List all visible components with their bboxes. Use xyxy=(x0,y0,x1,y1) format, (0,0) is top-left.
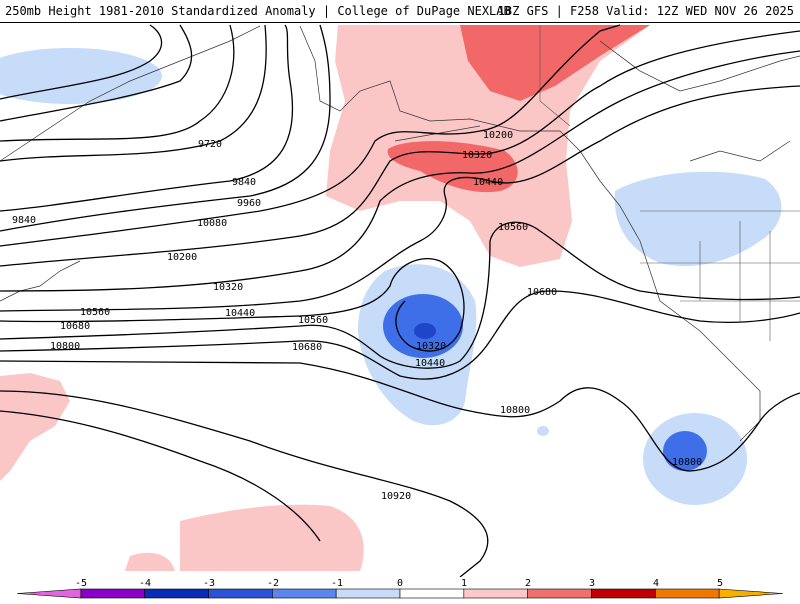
contour-label: 10200 xyxy=(167,252,197,263)
header: 250mb Height 1981-2010 Standardized Anom… xyxy=(0,0,800,22)
colorbar-tick: 2 xyxy=(525,578,531,589)
map-title: 250mb Height 1981-2010 Standardized Anom… xyxy=(5,4,511,18)
colorbar-svg: -5 -4 -3 -2 -1 0 1 2 3 4 5 xyxy=(16,578,784,599)
colorbar-segment xyxy=(463,588,528,599)
colorbar-segment xyxy=(80,588,145,599)
contour-label: 10440 xyxy=(473,177,503,188)
contour-label: 10560 xyxy=(80,307,110,318)
contour-label: 10800 xyxy=(500,405,530,416)
contour-label: 10800 xyxy=(50,341,80,352)
contour-label: 10560 xyxy=(298,315,328,326)
colorbar-segment xyxy=(718,588,784,599)
colorbar-tick: 0 xyxy=(397,578,403,589)
contour-label: 10680 xyxy=(292,342,322,353)
negative-anomaly-northwest xyxy=(0,48,162,104)
contour-label: 10680 xyxy=(527,287,557,298)
colorbar-tick: -5 xyxy=(75,578,87,589)
negative-anomaly-southeast-core xyxy=(663,431,707,471)
contour-label: 10320 xyxy=(213,282,243,293)
map-panel: 9720 9840 9960 10080 10200 9840 10320 10… xyxy=(0,22,800,577)
colorbar-segment xyxy=(272,588,337,599)
colorbar-tick: 1 xyxy=(461,578,467,589)
colorbar-segment xyxy=(144,588,209,599)
contour-label: 10800 xyxy=(672,457,702,468)
contour-label: 10680 xyxy=(60,321,90,332)
positive-anomaly-gulf-alaska xyxy=(326,25,650,267)
coastlines xyxy=(0,25,800,442)
contour-label: 9960 xyxy=(237,198,261,209)
colorbar-segment xyxy=(335,588,401,599)
positive-anomaly-southwest xyxy=(0,373,70,481)
colorbar-tick: -2 xyxy=(267,578,279,589)
contour-label: 10440 xyxy=(225,308,255,319)
contour-label: 10920 xyxy=(381,491,411,502)
colorbar-segment xyxy=(655,588,720,599)
contour-label: 10560 xyxy=(498,222,528,233)
political-borders xyxy=(539,25,800,341)
colorbar-segment xyxy=(591,588,656,599)
map-svg: 9720 9840 9960 10080 10200 9840 10320 10… xyxy=(0,23,800,577)
colorbar-segment xyxy=(399,588,465,599)
colorbar-tick: 4 xyxy=(653,578,659,589)
colorbar-tick: -3 xyxy=(203,578,215,589)
negative-anomaly-central-center xyxy=(414,323,436,339)
colorbar-tick: 3 xyxy=(589,578,595,589)
height-contours xyxy=(0,24,800,577)
contour-label: 9840 xyxy=(232,177,256,188)
negative-anomaly-small xyxy=(537,426,549,436)
colorbar-tick: -1 xyxy=(331,578,343,589)
anomaly-shading xyxy=(0,25,782,571)
contour-label: 9720 xyxy=(198,139,222,150)
contour-label: 10320 xyxy=(416,341,446,352)
colorbar-ticks: -5 -4 -3 -2 -1 0 1 2 3 4 5 xyxy=(75,578,723,589)
positive-anomaly-south xyxy=(180,504,364,571)
colorbar: -5 -4 -3 -2 -1 0 1 2 3 4 5 xyxy=(0,576,800,600)
contour-labels: 9720 9840 9960 10080 10200 9840 10320 10… xyxy=(12,130,702,502)
contour-label: 10200 xyxy=(483,130,513,141)
positive-anomaly-south-left xyxy=(125,552,175,571)
positive-anomaly-strong-north xyxy=(460,25,650,101)
contour-label: 10320 xyxy=(462,150,492,161)
contour-label: 9840 xyxy=(12,215,36,226)
valid-time: 18Z GFS | F258 Valid: 12Z WED NOV 26 202… xyxy=(497,4,794,18)
contour-label: 10080 xyxy=(197,218,227,229)
colorbar-tick: -4 xyxy=(139,578,151,589)
colorbar-segments xyxy=(16,588,784,599)
contour-label: 10440 xyxy=(415,358,445,369)
colorbar-segment xyxy=(208,588,273,599)
colorbar-segment xyxy=(16,588,82,599)
colorbar-tick: 5 xyxy=(717,578,723,589)
colorbar-segment xyxy=(527,588,592,599)
